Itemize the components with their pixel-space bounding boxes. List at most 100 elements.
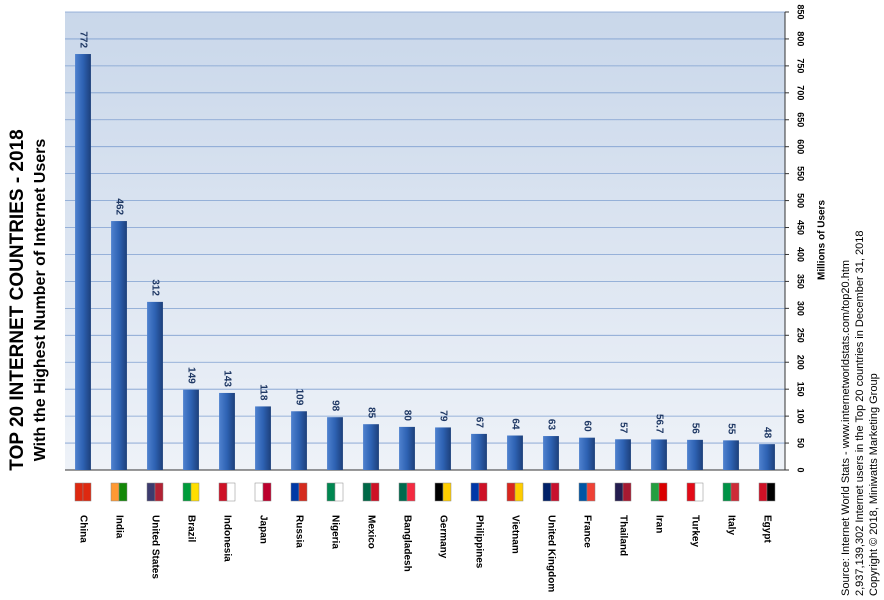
bar [615, 439, 631, 470]
bar [327, 417, 343, 470]
y-tick-label: 300 [796, 301, 806, 316]
x-tick-label: Indonesia [221, 515, 232, 562]
value-label: 98 [329, 400, 340, 412]
flag [74, 482, 84, 502]
value-label: 64 [509, 418, 520, 430]
y-tick-label: 0 [796, 467, 806, 472]
flag [686, 482, 696, 502]
flag [622, 482, 632, 502]
flag [478, 482, 488, 502]
y-tick-label: 800 [796, 31, 806, 46]
x-tick-label: Nigeria [329, 515, 340, 549]
value-label: 79 [437, 410, 448, 422]
y-axis-label: Millions of Users [817, 200, 828, 280]
value-label: 56.7 [653, 414, 664, 434]
flag [182, 482, 192, 502]
flag [226, 482, 236, 502]
x-tick-label: United States [149, 515, 160, 579]
flag [218, 482, 228, 502]
x-tick-label: France [581, 515, 592, 548]
flag [370, 482, 380, 502]
value-label: 57 [617, 422, 628, 434]
bar [723, 440, 739, 470]
plot-area [65, 12, 785, 470]
bar [507, 435, 523, 470]
flag [442, 482, 452, 502]
value-label: 772 [77, 31, 88, 48]
x-tick-label: Russia [293, 515, 304, 548]
flag [578, 482, 588, 502]
value-label: 109 [293, 389, 304, 406]
flag [82, 482, 92, 502]
y-tick-label: 500 [796, 193, 806, 208]
bar [687, 439, 703, 470]
x-tick-label: Philippines [473, 515, 484, 569]
bar [147, 301, 163, 470]
flag [658, 482, 668, 502]
x-tick-label: Italy [725, 515, 736, 535]
value-label: 312 [149, 279, 160, 296]
y-tick-label: 250 [796, 328, 806, 343]
flag [118, 482, 128, 502]
flag [190, 482, 200, 502]
note: 2,937,139,302 Internet users in the Top … [854, 231, 866, 597]
x-tick-label: China [77, 515, 88, 543]
flag [254, 482, 264, 502]
x-tick-label: Mexico [365, 515, 376, 549]
bar [579, 437, 595, 470]
x-tick-label: Vietnam [509, 515, 520, 554]
value-label: 149 [185, 367, 196, 384]
flag [298, 482, 308, 502]
y-tick-label: 400 [796, 247, 806, 262]
y-tick-label: 150 [796, 382, 806, 397]
y-tick-label: 750 [796, 58, 806, 73]
value-label: 118 [257, 384, 268, 401]
y-tick-label: 200 [796, 355, 806, 370]
flag [406, 482, 416, 502]
bar [363, 424, 379, 470]
x-tick-label: Egypt [761, 515, 772, 543]
flag [694, 482, 704, 502]
y-tick-label: 100 [796, 409, 806, 424]
y-tick-label: 600 [796, 139, 806, 154]
x-tick-label: Bangladesh [401, 515, 412, 572]
bar [399, 426, 415, 470]
flag [758, 482, 768, 502]
flag [262, 482, 272, 502]
x-tick-label: India [113, 515, 124, 539]
y-tick-label: 650 [796, 112, 806, 127]
x-tick-label: United Kingdom [545, 515, 556, 592]
y-tick-label: 550 [796, 166, 806, 181]
chart-title: TOP 20 INTERNET COUNTRIES - 2018 [7, 129, 28, 470]
bar [291, 411, 307, 470]
flag [326, 482, 336, 502]
note: Copyright © 2018, Miniwatts Marketing Gr… [868, 373, 880, 596]
flag [434, 482, 444, 502]
flag [362, 482, 372, 502]
x-tick-label: Iran [653, 515, 664, 533]
flag [290, 482, 300, 502]
flag [550, 482, 560, 502]
bar [75, 54, 91, 471]
flag [722, 482, 732, 502]
value-label: 48 [761, 427, 772, 439]
value-label: 143 [221, 370, 232, 387]
bar [111, 221, 127, 470]
bar [255, 406, 271, 470]
flag [586, 482, 596, 502]
note: Source: Internet World Stats - www.inter… [840, 260, 852, 596]
flag [766, 482, 776, 502]
bar [759, 444, 775, 470]
x-tick-label: Japan [257, 515, 268, 544]
chart-subtitle: With the Highest Number of Internet User… [32, 139, 49, 462]
bar [471, 433, 487, 470]
flag [650, 482, 660, 502]
flag [542, 482, 552, 502]
bar [543, 436, 559, 470]
value-label: 67 [473, 417, 484, 429]
bar [651, 439, 667, 470]
x-tick-label: Turkey [689, 515, 700, 547]
flag [154, 482, 164, 502]
y-tick-label: 700 [796, 85, 806, 100]
